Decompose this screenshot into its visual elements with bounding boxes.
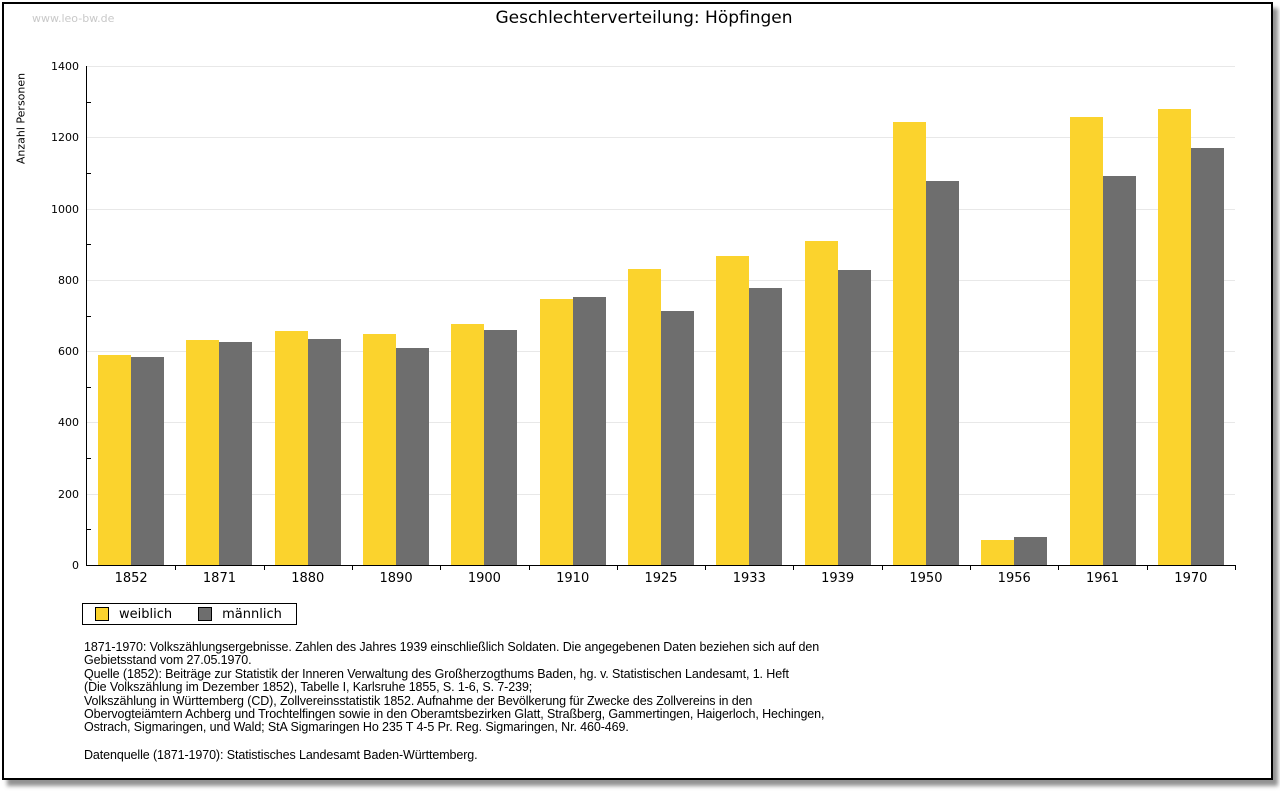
y-axis-tick-label: 600 [58, 345, 79, 359]
x-axis-label: 1956 [997, 571, 1031, 586]
bar-maennlich-1852 [131, 356, 165, 565]
footnote-line: (Die Volkszählung im Dezember 1852), Tab… [84, 680, 533, 695]
bar-maennlich-1933 [749, 288, 783, 565]
bar-weiblich-1950 [892, 121, 926, 565]
x-axis-tick [175, 565, 177, 570]
bar-weiblich-1961 [1069, 116, 1103, 565]
y-axis-tick-label: 1400 [51, 60, 79, 73]
y-axis-minor-tick [87, 529, 91, 531]
y-axis-tick-label: 1000 [51, 202, 79, 216]
x-axis-tick [351, 565, 353, 570]
y-axis-minor-tick [87, 101, 91, 103]
x-axis-tick [1235, 565, 1236, 570]
bar-weiblich-1900 [451, 324, 485, 565]
legend-swatch-maennlich [198, 607, 213, 621]
footnotes: 1871-1970: Volkszählungsergebnisse. Zahl… [84, 640, 825, 735]
y-axis-tick-label: 800 [58, 273, 79, 287]
bar-maennlich-1871 [219, 341, 253, 565]
y-axis-label: Anzahl Personen [14, 72, 28, 165]
bar-maennlich-1950 [925, 180, 959, 565]
legend-label-weiblich: weiblich [119, 606, 173, 622]
bar-maennlich-1939 [837, 269, 871, 565]
y-axis-tick-label: 1200 [51, 131, 79, 145]
bar-weiblich-1939 [804, 241, 838, 565]
footnote-line: Volkszählung in Württemberg (CD), Zollve… [84, 693, 753, 708]
x-axis-label: 1925 [644, 571, 678, 586]
x-axis-tick [1146, 565, 1148, 570]
bar-maennlich-1956 [1014, 536, 1048, 565]
x-axis-label: 1939 [821, 571, 855, 586]
bar-maennlich-1890 [396, 347, 430, 565]
legend-item-weiblich: weiblich [95, 607, 172, 622]
x-axis-label: 1890 [379, 571, 413, 586]
bar-weiblich-1910 [539, 298, 573, 565]
x-axis-tick [440, 565, 442, 570]
bar-weiblich-1880 [274, 330, 308, 565]
y-axis-minor-tick [87, 244, 91, 246]
y-axis-minor-tick [87, 172, 91, 174]
bar-maennlich-1961 [1102, 176, 1136, 565]
x-axis-tick [881, 565, 883, 570]
y-axis-minor-tick [87, 458, 91, 460]
x-axis-tick [705, 565, 707, 570]
x-axis-tick [793, 565, 795, 570]
x-axis-label: 1933 [732, 571, 766, 586]
chart-panel: www.leo-bw.de Geschlechterverteilung: Hö… [2, 2, 1273, 780]
footnote-line: 1871-1970: Volkszählungsergebnisse. Zahl… [84, 640, 820, 654]
footnote-line: Quelle (1852): Beiträge zur Statistik de… [84, 666, 789, 681]
footnote-line: Obervogteiämtern Achberg und Trochtelfin… [84, 707, 825, 722]
x-axis-tick [1058, 565, 1060, 570]
bar-maennlich-1925 [661, 310, 694, 565]
x-axis-label: 1910 [556, 571, 590, 586]
bar-weiblich-1925 [628, 268, 661, 565]
gridline-1200 [87, 137, 1235, 139]
legend-swatch-weiblich [95, 607, 109, 621]
gridline-1000 [87, 208, 1235, 210]
x-axis-label: 1852 [114, 571, 148, 586]
x-axis-label: 1900 [467, 571, 501, 586]
x-axis-label: 1970 [1174, 571, 1208, 586]
footnote-line: Gebietsstand vom 27.05.1970. [84, 653, 252, 668]
bar-weiblich-1970 [1157, 109, 1191, 565]
x-axis-label: 1871 [202, 571, 236, 586]
x-axis-tick [263, 565, 265, 570]
bar-maennlich-1880 [307, 339, 341, 565]
x-axis-tick [616, 565, 618, 570]
y-axis-tick-label: 200 [58, 487, 79, 501]
bar-maennlich-1900 [484, 329, 518, 565]
watermark-url: www.leo-bw.de [32, 12, 115, 25]
gridline-800 [87, 279, 1235, 281]
y-axis-tick-label: 0 [72, 559, 79, 572]
footnote-line: Ostrach, Sigmaringen, und Wald; StA Sigm… [84, 720, 629, 735]
bar-weiblich-1956 [981, 539, 1015, 565]
chart-title: Geschlechterverteilung: Höpfingen [495, 8, 793, 28]
bar-weiblich-1852 [98, 355, 132, 565]
x-axis-label: 1880 [291, 571, 325, 586]
x-axis-tick [970, 565, 972, 570]
datasource-line: Datenquelle (1871-1970): Statistisches L… [84, 748, 478, 762]
bar-maennlich-1910 [572, 296, 606, 565]
x-axis-label: 1950 [909, 571, 943, 586]
x-axis-tick [528, 565, 530, 570]
bar-maennlich-1970 [1190, 147, 1224, 565]
y-axis-minor-tick [87, 386, 91, 388]
gridline-1400 [87, 66, 1235, 67]
bar-weiblich-1890 [363, 334, 397, 565]
legend-label-maennlich: männlich [222, 606, 282, 622]
y-axis-tick-label: 400 [58, 416, 79, 430]
y-axis-minor-tick [87, 315, 91, 317]
legend: weiblich männlich [82, 603, 297, 625]
plot-area: 0 200 400 600 800 1000 1200 1400 1852 1871 1880 189… [51, 60, 1236, 586]
x-axis-label: 1961 [1085, 571, 1120, 586]
legend-item-maennlich: männlich [198, 607, 282, 622]
bar-weiblich-1871 [186, 340, 220, 565]
bar-weiblich-1933 [716, 255, 750, 565]
